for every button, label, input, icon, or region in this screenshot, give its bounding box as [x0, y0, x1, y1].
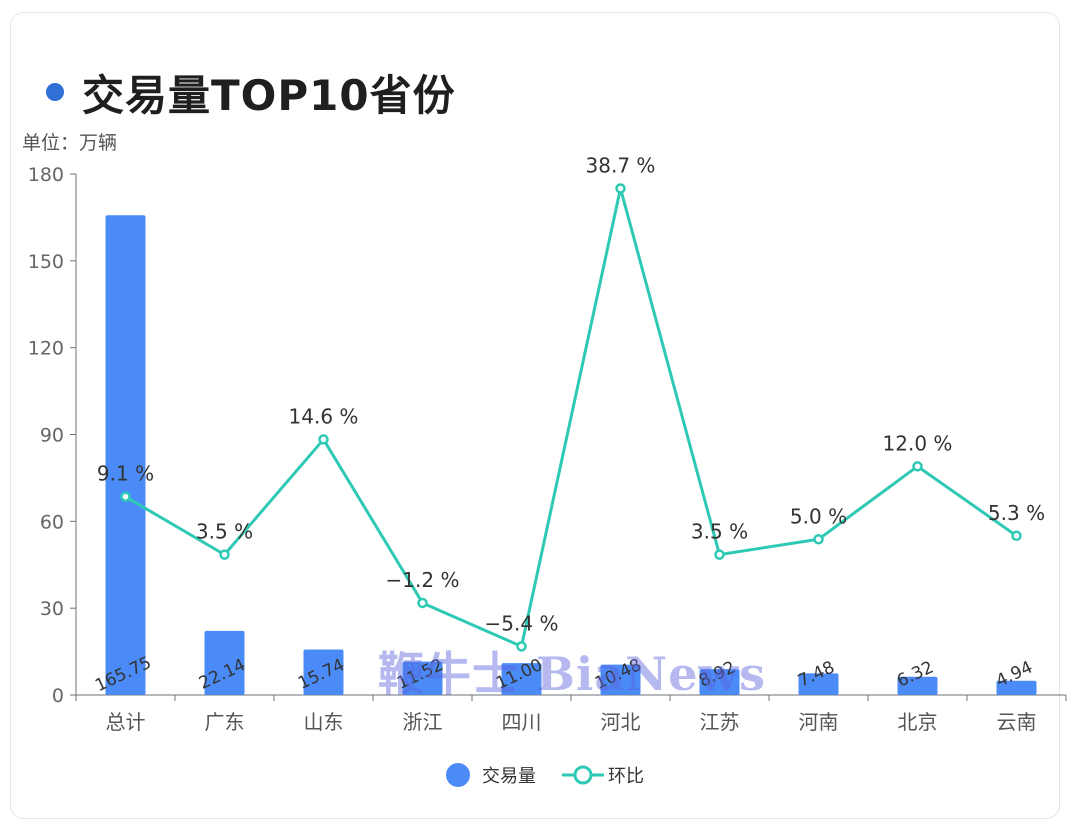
bar: [699, 669, 740, 695]
bar: [105, 215, 146, 695]
line-data-label: 3.5 %: [196, 520, 253, 544]
x-tick-label: 江苏: [700, 710, 740, 734]
y-tick-label: 150: [28, 251, 64, 273]
legend-label-jiaoyiliang: 交易量: [482, 766, 536, 787]
bar: [204, 630, 245, 695]
watermark: 鞭牛士 BiaNews: [378, 647, 766, 701]
unit-label: 单位：万辆: [22, 132, 118, 154]
bar: [501, 663, 542, 695]
line-data-label: 9.1 %: [97, 462, 154, 486]
line-point: [219, 549, 230, 560]
x-tick-label: 河南: [799, 710, 839, 734]
line-point: [912, 461, 923, 472]
chart-title-row: 交易量TOP10省份: [46, 62, 456, 122]
x-tick-label: 北京: [898, 710, 938, 734]
y-tick-label: 90: [40, 425, 64, 447]
line-point: [714, 549, 725, 560]
line-point: [615, 183, 626, 194]
line-point: [813, 534, 824, 545]
x-tick-label: 总计: [106, 710, 146, 734]
title-bullet-icon: [46, 83, 64, 101]
y-tick-label: 120: [28, 338, 64, 360]
line-point: [516, 641, 527, 652]
legend-bar-marker: [446, 763, 470, 787]
line-point: [318, 434, 329, 445]
line-data-label: 5.0 %: [790, 504, 847, 528]
y-tick-label: 30: [40, 598, 64, 620]
x-tick-label: 山东: [304, 710, 344, 734]
bar: [798, 673, 839, 695]
line-point: [120, 491, 131, 502]
x-tick-label: 广东: [205, 710, 245, 734]
bar: [897, 676, 938, 695]
legend-line-point: [573, 765, 593, 785]
series-line-huanbi: [124, 186, 1018, 648]
line-data-label: 5.3 %: [988, 501, 1045, 525]
chart-title: 交易量TOP10省份: [82, 70, 456, 120]
y-tick-label: 180: [28, 164, 64, 186]
bar: [402, 661, 443, 695]
y-tick-label: 0: [52, 685, 64, 707]
bar: [996, 680, 1037, 695]
line-data-label: 12.0 %: [883, 431, 953, 455]
x-tick-label: 云南: [997, 710, 1037, 734]
line-point: [417, 597, 428, 609]
line-point: [1011, 530, 1022, 542]
bar: [600, 664, 641, 695]
line-data-label: 38.7 %: [586, 153, 656, 177]
line-data-label: −1.2 %: [386, 568, 460, 592]
x-tick-label: 河北: [601, 710, 641, 734]
bar: [303, 649, 344, 695]
y-tick-label: 60: [40, 511, 64, 533]
x-tick-label: 浙江: [403, 710, 443, 734]
line-data-label: 14.6 %: [289, 404, 359, 428]
line-data-label: 3.5 %: [691, 520, 748, 544]
legend-label-huanbi: 环比: [608, 766, 644, 787]
x-tick-label: 四川: [502, 710, 542, 734]
line-data-label: −5.4 %: [485, 611, 559, 635]
